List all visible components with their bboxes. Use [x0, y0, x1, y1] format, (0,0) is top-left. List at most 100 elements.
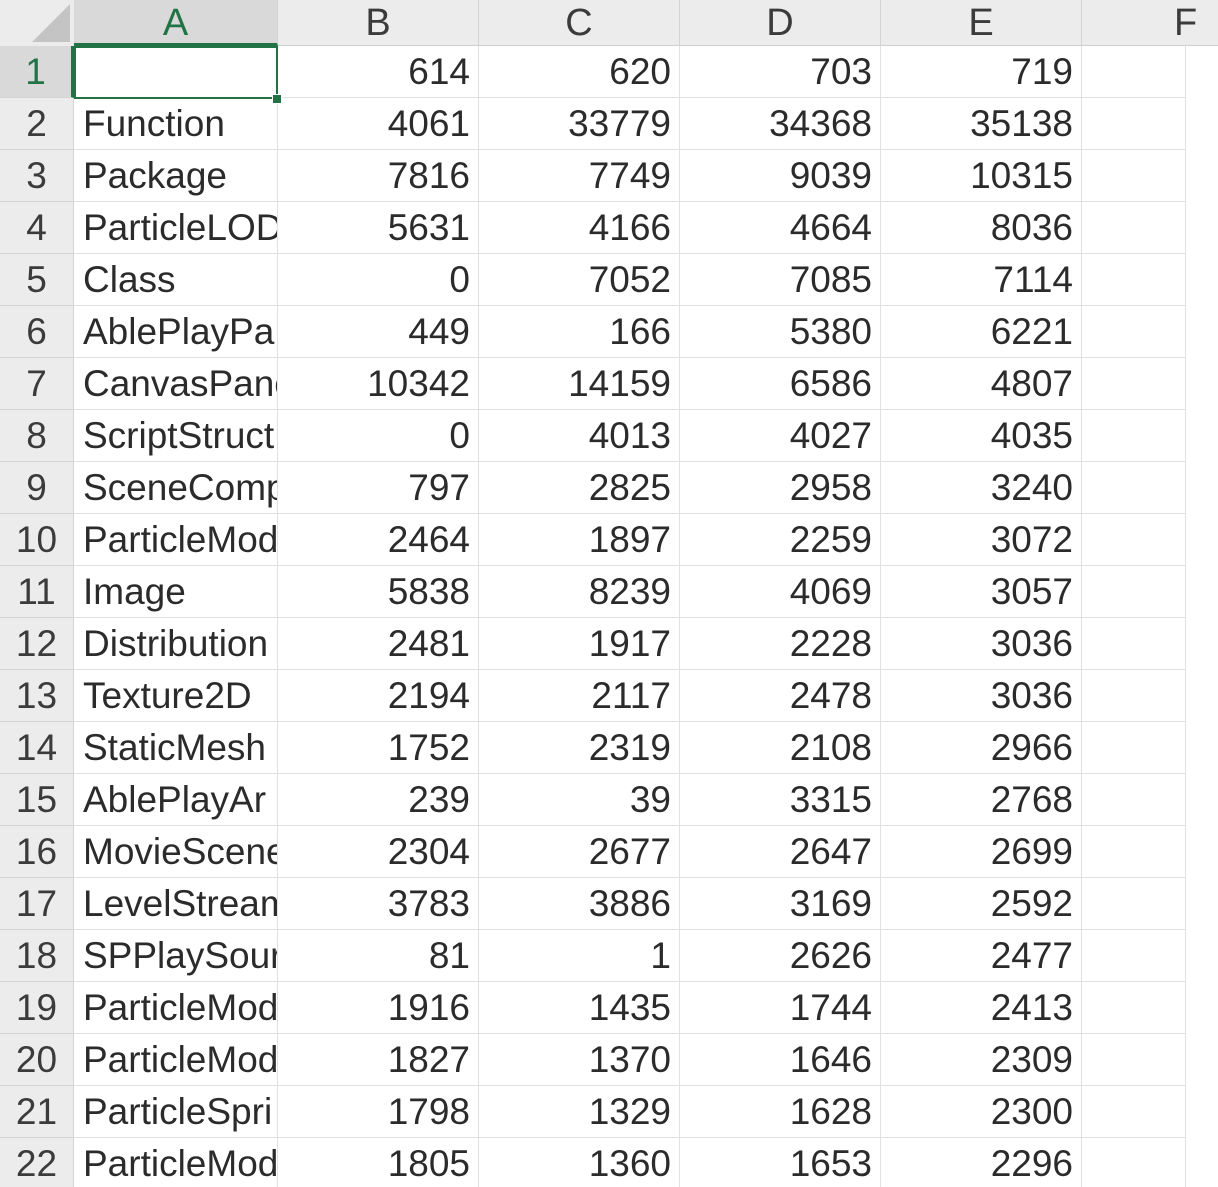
cell-d6[interactable]: 5380	[680, 306, 881, 358]
cell-c19[interactable]: 1435	[479, 982, 680, 1034]
cell-f13[interactable]	[1082, 670, 1186, 722]
cell-e5[interactable]: 7114	[881, 254, 1082, 306]
row-header-20[interactable]: 20	[0, 1034, 74, 1086]
cell-a3[interactable]: Package	[74, 150, 278, 202]
cell-a16[interactable]: MovieScene	[74, 826, 278, 878]
column-header-b[interactable]: B	[278, 0, 479, 46]
cell-d7[interactable]: 6586	[680, 358, 881, 410]
cell-b3[interactable]: 7816	[278, 150, 479, 202]
cell-e14[interactable]: 2966	[881, 722, 1082, 774]
cell-b21[interactable]: 1798	[278, 1086, 479, 1138]
cell-c2[interactable]: 33779	[479, 98, 680, 150]
cell-f22[interactable]	[1082, 1138, 1186, 1187]
cell-d22[interactable]: 1653	[680, 1138, 881, 1187]
cell-a6[interactable]: AblePlayPa	[74, 306, 278, 358]
cell-f15[interactable]	[1082, 774, 1186, 826]
cell-c22[interactable]: 1360	[479, 1138, 680, 1187]
row-header-7[interactable]: 7	[0, 358, 74, 410]
cell-c17[interactable]: 3886	[479, 878, 680, 930]
cell-b11[interactable]: 5838	[278, 566, 479, 618]
cell-d20[interactable]: 1646	[680, 1034, 881, 1086]
cell-e8[interactable]: 4035	[881, 410, 1082, 462]
cell-b13[interactable]: 2194	[278, 670, 479, 722]
cell-f3[interactable]	[1082, 150, 1186, 202]
cell-b22[interactable]: 1805	[278, 1138, 479, 1187]
column-header-c[interactable]: C	[479, 0, 680, 46]
cell-f18[interactable]	[1082, 930, 1186, 982]
cell-e13[interactable]: 3036	[881, 670, 1082, 722]
cell-d9[interactable]: 2958	[680, 462, 881, 514]
cell-b18[interactable]: 81	[278, 930, 479, 982]
cell-f14[interactable]	[1082, 722, 1186, 774]
cell-b17[interactable]: 3783	[278, 878, 479, 930]
cell-d5[interactable]: 7085	[680, 254, 881, 306]
cell-c6[interactable]: 166	[479, 306, 680, 358]
cell-b9[interactable]: 797	[278, 462, 479, 514]
cell-c13[interactable]: 2117	[479, 670, 680, 722]
cell-e4[interactable]: 8036	[881, 202, 1082, 254]
cell-c12[interactable]: 1917	[479, 618, 680, 670]
select-all-corner[interactable]	[0, 0, 75, 47]
cell-f21[interactable]	[1082, 1086, 1186, 1138]
cell-d10[interactable]: 2259	[680, 514, 881, 566]
cell-f4[interactable]	[1082, 202, 1186, 254]
row-header-1[interactable]: 1	[0, 46, 74, 98]
column-header-e[interactable]: E	[881, 0, 1082, 46]
cell-a4[interactable]: ParticleLOD	[74, 202, 278, 254]
cell-a13[interactable]: Texture2D	[74, 670, 278, 722]
cell-f20[interactable]	[1082, 1034, 1186, 1086]
cell-b10[interactable]: 2464	[278, 514, 479, 566]
cell-c18[interactable]: 1	[479, 930, 680, 982]
row-header-2[interactable]: 2	[0, 98, 74, 150]
cell-f8[interactable]	[1082, 410, 1186, 462]
cell-f11[interactable]	[1082, 566, 1186, 618]
cell-c5[interactable]: 7052	[479, 254, 680, 306]
cell-e6[interactable]: 6221	[881, 306, 1082, 358]
row-header-13[interactable]: 13	[0, 670, 74, 722]
row-header-4[interactable]: 4	[0, 202, 74, 254]
cell-a11[interactable]: Image	[74, 566, 278, 618]
cell-e3[interactable]: 10315	[881, 150, 1082, 202]
cell-a15[interactable]: AblePlayAr	[74, 774, 278, 826]
cell-c1[interactable]: 620	[479, 46, 680, 98]
cell-d2[interactable]: 34368	[680, 98, 881, 150]
cell-a8[interactable]: ScriptStruct	[74, 410, 278, 462]
column-header-f[interactable]: F	[1082, 0, 1218, 46]
cell-e7[interactable]: 4807	[881, 358, 1082, 410]
cell-d1[interactable]: 703	[680, 46, 881, 98]
row-header-8[interactable]: 8	[0, 410, 74, 462]
row-header-3[interactable]: 3	[0, 150, 74, 202]
cell-f5[interactable]	[1082, 254, 1186, 306]
cell-a1[interactable]	[74, 46, 278, 98]
row-header-9[interactable]: 9	[0, 462, 74, 514]
fill-handle[interactable]	[272, 94, 282, 104]
row-header-5[interactable]: 5	[0, 254, 74, 306]
row-header-18[interactable]: 18	[0, 930, 74, 982]
cell-c21[interactable]: 1329	[479, 1086, 680, 1138]
cell-f12[interactable]	[1082, 618, 1186, 670]
row-header-11[interactable]: 11	[0, 566, 74, 618]
cell-d11[interactable]: 4069	[680, 566, 881, 618]
cell-c15[interactable]: 39	[479, 774, 680, 826]
cell-e12[interactable]: 3036	[881, 618, 1082, 670]
cell-d8[interactable]: 4027	[680, 410, 881, 462]
row-header-17[interactable]: 17	[0, 878, 74, 930]
cell-b8[interactable]: 0	[278, 410, 479, 462]
cell-f19[interactable]	[1082, 982, 1186, 1034]
cell-e16[interactable]: 2699	[881, 826, 1082, 878]
cell-f7[interactable]	[1082, 358, 1186, 410]
cell-a20[interactable]: ParticleMod	[74, 1034, 278, 1086]
cell-d4[interactable]: 4664	[680, 202, 881, 254]
column-header-d[interactable]: D	[680, 0, 881, 46]
cell-e10[interactable]: 3072	[881, 514, 1082, 566]
cell-c20[interactable]: 1370	[479, 1034, 680, 1086]
cell-a17[interactable]: LevelStream	[74, 878, 278, 930]
cell-d16[interactable]: 2647	[680, 826, 881, 878]
cell-a12[interactable]: Distribution	[74, 618, 278, 670]
cell-b15[interactable]: 239	[278, 774, 479, 826]
cell-e1[interactable]: 719	[881, 46, 1082, 98]
row-header-14[interactable]: 14	[0, 722, 74, 774]
cell-c4[interactable]: 4166	[479, 202, 680, 254]
cell-e18[interactable]: 2477	[881, 930, 1082, 982]
